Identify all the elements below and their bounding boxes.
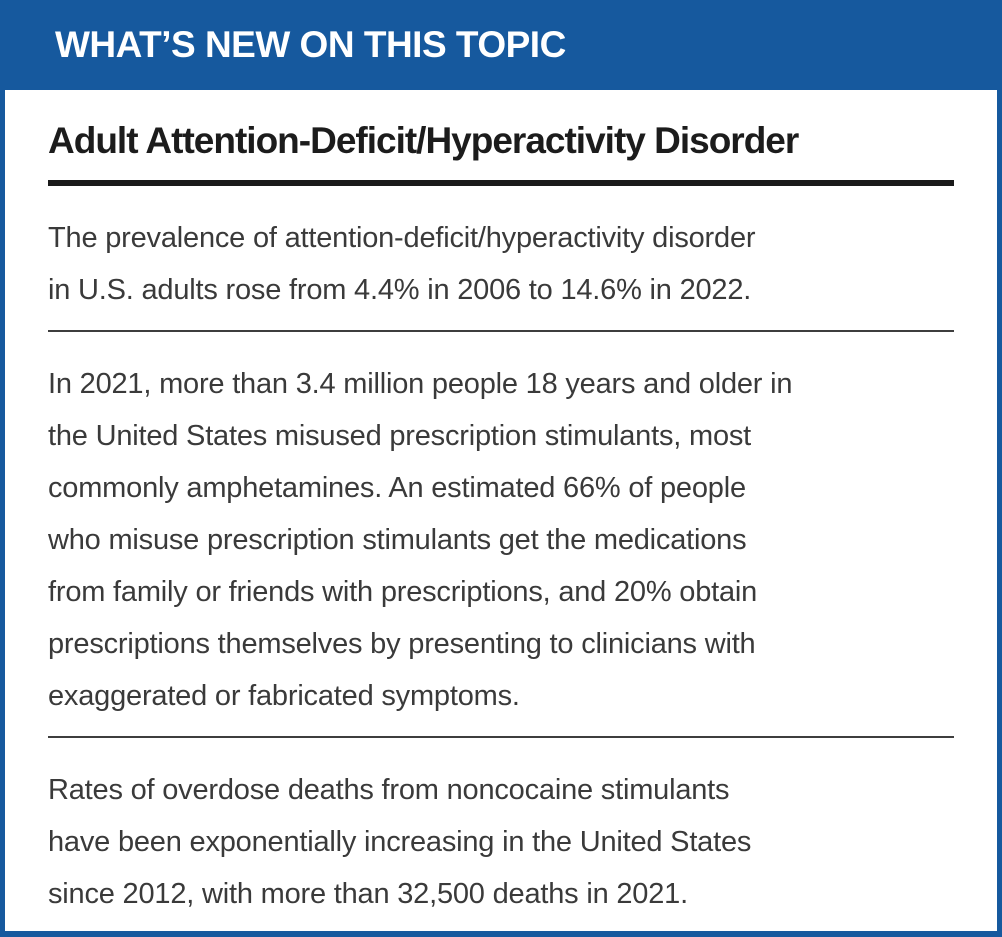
fact-divider bbox=[48, 330, 954, 332]
card-body: Adult Attention-Deficit/Hyperactivity Di… bbox=[5, 90, 997, 931]
banner-title: WHAT’S NEW ON THIS TOPIC bbox=[55, 24, 566, 65]
title-divider bbox=[48, 180, 954, 186]
article-title: Adult Attention-Deficit/Hyperactivity Di… bbox=[48, 120, 799, 161]
card-banner: WHAT’S NEW ON THIS TOPIC bbox=[0, 0, 1002, 90]
fact-paragraph-overdose: Rates of overdose deaths from noncocaine… bbox=[48, 774, 752, 910]
fact-divider bbox=[48, 736, 954, 738]
fact-paragraph-misuse: In 2021, more than 3.4 million people 18… bbox=[48, 368, 793, 712]
fact-paragraph-prevalence: The prevalence of attention-deficit/hype… bbox=[48, 222, 756, 306]
